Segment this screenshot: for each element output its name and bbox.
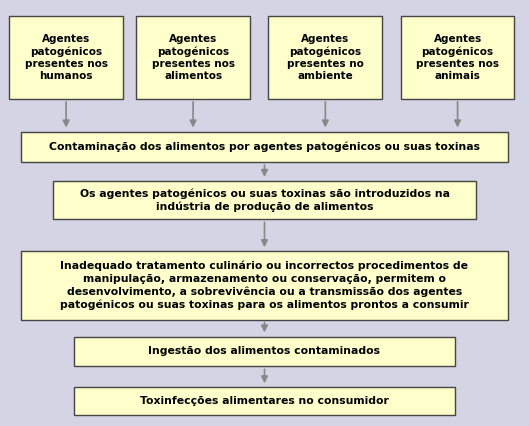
FancyBboxPatch shape xyxy=(53,181,476,219)
Text: Agentes
patogénicos
presentes no
ambiente: Agentes patogénicos presentes no ambient… xyxy=(287,34,364,81)
Text: Agentes
patogénicos
presentes nos
alimentos: Agentes patogénicos presentes nos alimen… xyxy=(152,34,234,81)
Text: Toxinfecções alimentares no consumidor: Toxinfecções alimentares no consumidor xyxy=(140,396,389,406)
Text: Agentes
patogénicos
presentes nos
animais: Agentes patogénicos presentes nos animai… xyxy=(416,34,499,81)
Text: Contaminação dos alimentos por agentes patogénicos ou suas toxinas: Contaminação dos alimentos por agentes p… xyxy=(49,142,480,152)
FancyBboxPatch shape xyxy=(21,132,508,162)
Text: Os agentes patogénicos ou suas toxinas são introduzidos na
indústria de produção: Os agentes patogénicos ou suas toxinas s… xyxy=(79,188,450,212)
Text: Ingestão dos alimentos contaminados: Ingestão dos alimentos contaminados xyxy=(149,346,380,357)
FancyBboxPatch shape xyxy=(21,251,508,320)
FancyBboxPatch shape xyxy=(136,16,250,99)
FancyBboxPatch shape xyxy=(268,16,382,99)
FancyBboxPatch shape xyxy=(401,16,514,99)
Text: Agentes
patogénicos
presentes nos
humanos: Agentes patogénicos presentes nos humano… xyxy=(25,34,107,81)
FancyBboxPatch shape xyxy=(74,388,455,415)
FancyBboxPatch shape xyxy=(10,16,123,99)
Text: Inadequado tratamento culinário ou incorrectos procedimentos de
manipulação, arm: Inadequado tratamento culinário ou incor… xyxy=(60,261,469,310)
FancyBboxPatch shape xyxy=(74,337,455,366)
